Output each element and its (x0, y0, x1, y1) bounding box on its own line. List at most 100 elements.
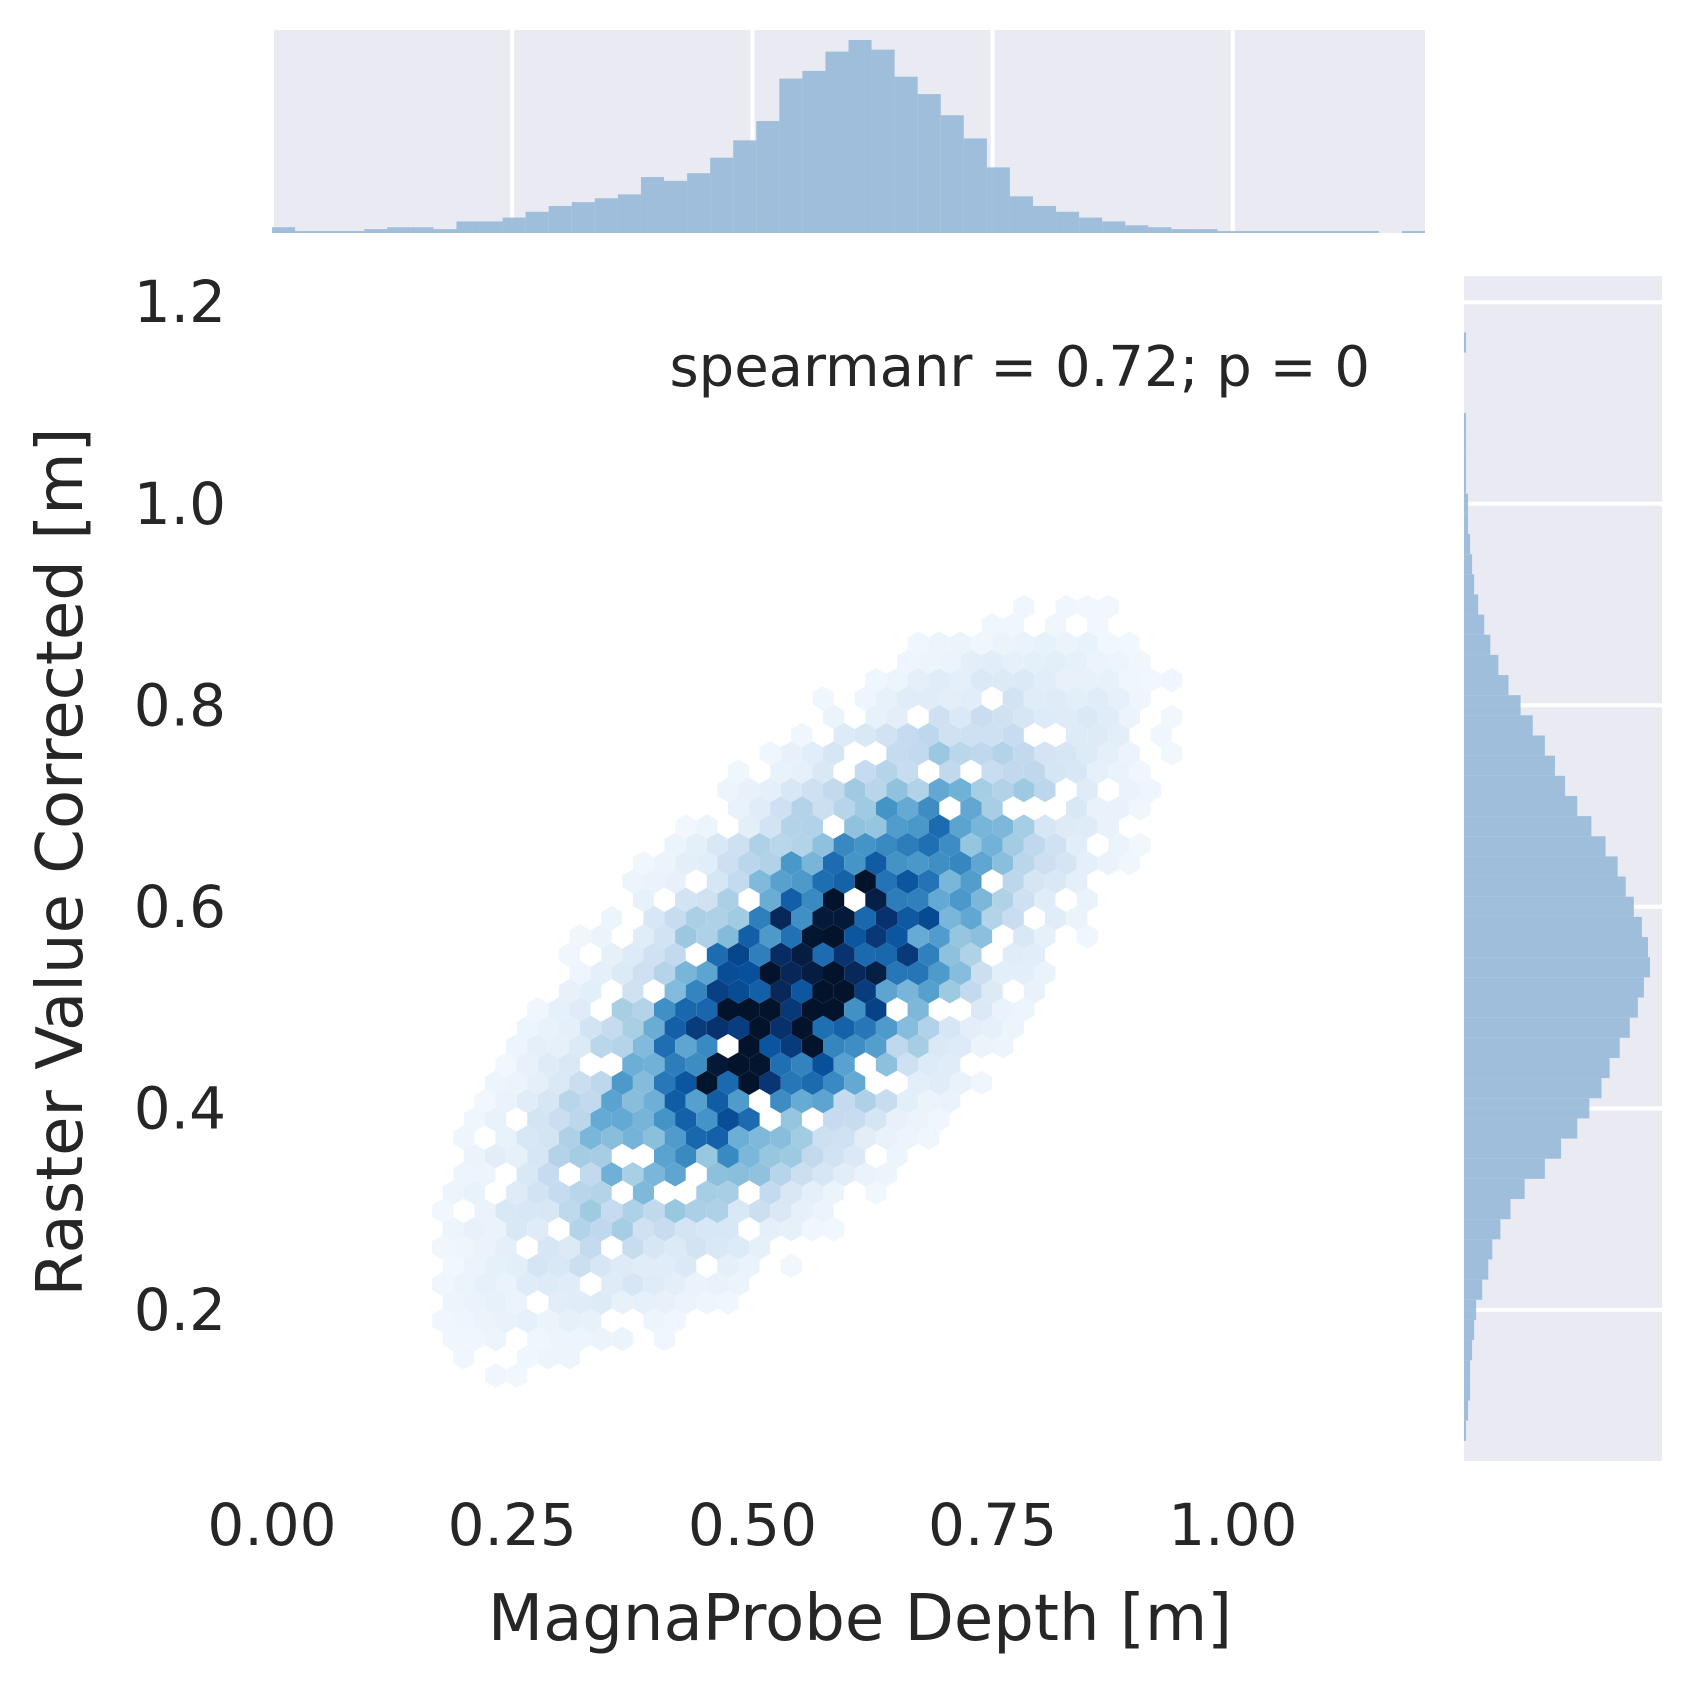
hexbin-cell (611, 1253, 633, 1278)
top-marginal-bar (479, 221, 503, 233)
hexbin-cell (865, 704, 887, 729)
hexbin-cell (833, 722, 855, 748)
hexbin-cell (897, 979, 919, 1004)
hexbin-cell (706, 869, 728, 894)
hexbin-cell (442, 1217, 464, 1242)
hexbin-cell (759, 1180, 781, 1205)
hexbin-cell (1076, 814, 1098, 839)
hexbin-cell (1002, 722, 1024, 748)
hexbin-cell (749, 942, 771, 967)
hexbin-cell (738, 960, 760, 986)
hexbin-cell (622, 942, 644, 967)
hexbin-cell (495, 1271, 517, 1297)
hexbin-cell (759, 1070, 781, 1095)
hexbin-cell (590, 1326, 612, 1352)
hexbin-cell (1013, 668, 1035, 693)
hexbin-cell (1087, 796, 1109, 821)
hexbin-cell (432, 1308, 454, 1333)
hexbin-cell (643, 1198, 665, 1224)
hexbin-cell (886, 1034, 908, 1059)
hexbin-cell (897, 832, 919, 858)
right-marginal-bar (1464, 1319, 1475, 1341)
x-axis-label: MagnaProbe Depth [m] (488, 1582, 1232, 1656)
hexbin-cell (738, 924, 760, 949)
hexbin-cell (654, 1143, 676, 1169)
hexbin-cell (886, 814, 908, 839)
hexbin-cell (611, 1034, 633, 1059)
hexbin-cell (548, 1290, 570, 1315)
hexbin-cell (706, 1271, 728, 1297)
hexbin-cell (569, 997, 591, 1022)
hexbin-cell (1013, 887, 1035, 912)
right-marginal-bar (1464, 1017, 1630, 1038)
hexbin-cell (833, 1162, 855, 1187)
hexbin-cell (844, 960, 866, 986)
hexbin-cell (1108, 796, 1130, 821)
hexbin-cell (654, 924, 676, 949)
hexbin-cell (1161, 704, 1183, 729)
hexbin-cell (801, 851, 823, 876)
hexbin-cell (833, 1088, 855, 1114)
hexbin-cell (601, 1271, 623, 1297)
hexbin-cell (706, 1125, 728, 1150)
hexbin-cell (960, 649, 982, 675)
hexbin-cell (749, 1125, 771, 1150)
hexbin-cell (770, 1015, 792, 1041)
hexbin-cell (918, 1052, 940, 1077)
right-marginal-bar (1464, 1340, 1473, 1361)
hexbin-cell (484, 1290, 507, 1315)
hexbin-cell (728, 1198, 750, 1224)
hexbin-cell (717, 997, 739, 1022)
hexbin-cell (738, 1070, 760, 1095)
hexbin-cell (1055, 704, 1077, 729)
right-marginal-bar (1464, 836, 1606, 857)
hexbin-cell (875, 832, 897, 858)
hexbin-cell (1034, 960, 1056, 986)
hexbin-cell (696, 851, 718, 876)
hexbin-cell (632, 1070, 654, 1095)
hexbin-cell (706, 905, 728, 931)
hexbin-cell (516, 1052, 538, 1077)
hexbin-cell (939, 1088, 961, 1114)
hexbin-cell (580, 1308, 602, 1333)
top-marginal-bar (1286, 231, 1310, 233)
hexbin-cell (886, 777, 908, 803)
hexbin-cell (622, 1162, 644, 1187)
hexbin-cell (632, 887, 654, 912)
hexbin-cell (664, 869, 686, 894)
hexbin-cell (812, 759, 834, 784)
hexbin-cell (759, 777, 781, 803)
hexbin-cell (558, 1198, 580, 1224)
hexbin-cell (590, 1180, 612, 1205)
hexbin-cell (1055, 814, 1077, 839)
hexbin-cell (907, 1034, 929, 1059)
hexbin-cell (1066, 796, 1088, 821)
hexbin-cell (728, 759, 750, 784)
hexbin-cell (897, 649, 919, 675)
hexbin-cell (1044, 832, 1066, 858)
hexbin-cell (886, 851, 908, 876)
hexbin-cell (622, 1125, 644, 1150)
hexbin-cell (1108, 722, 1130, 748)
hexbin-cell (749, 1198, 771, 1224)
hexbin-cell (907, 997, 929, 1022)
hexbin-cell (823, 924, 845, 949)
hexbin-cell (823, 777, 845, 803)
hexbin-cell (875, 796, 897, 821)
top-marginal-bar (318, 231, 342, 233)
hexbin-cell (749, 979, 771, 1004)
hexbin-cell (844, 1034, 866, 1059)
hexbin-cell (495, 1052, 517, 1077)
hexbin-cell (939, 722, 961, 748)
hexbin-cell (643, 1015, 665, 1041)
hexbin-cell (1129, 686, 1151, 711)
hexbin-cell (1023, 869, 1045, 894)
hexbin-cell (685, 1235, 707, 1260)
hexbin-cell (812, 1088, 834, 1114)
right-marginal-bar (1464, 755, 1555, 776)
hexbin-cell (791, 1015, 813, 1041)
hexbin-cell (664, 979, 686, 1004)
hexbin-cell (1034, 924, 1056, 949)
hexbin-cell (527, 1326, 549, 1352)
hexbin-cell (1013, 997, 1035, 1022)
